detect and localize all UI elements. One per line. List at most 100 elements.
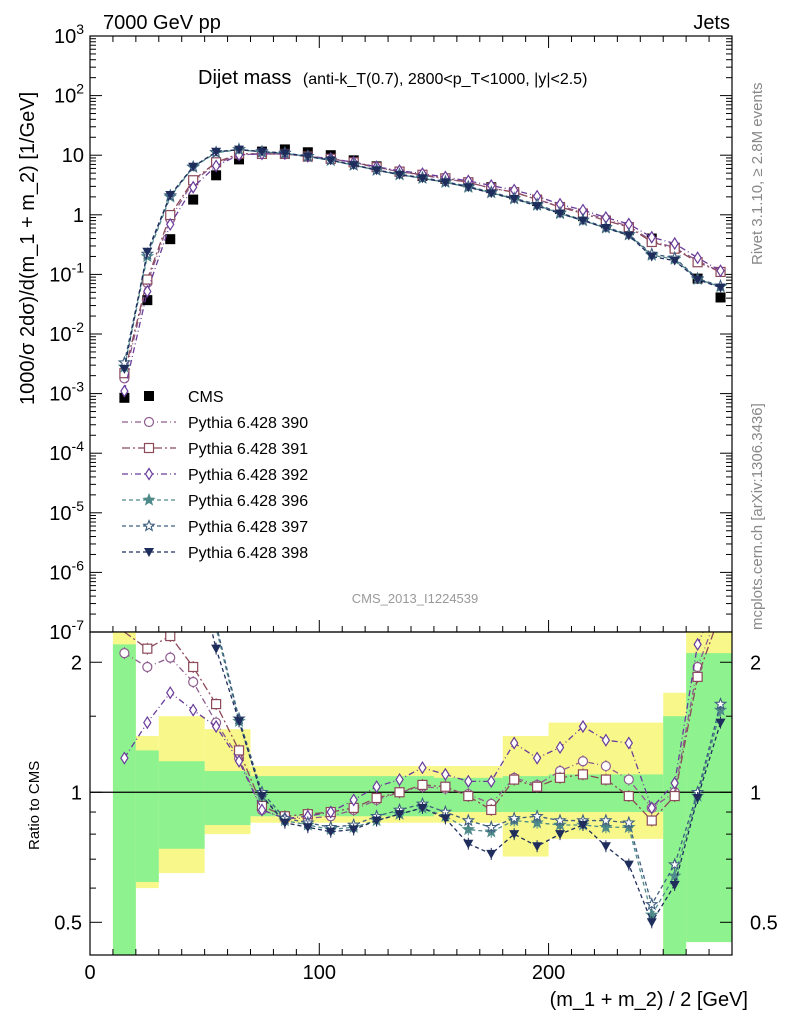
data-point xyxy=(440,178,451,188)
ratio-point xyxy=(142,661,153,673)
ratio-plot-panel: 0.5 0.5 1 1 2 2 0 100 200 xyxy=(54,631,778,984)
ratio-point xyxy=(667,857,682,871)
x-tick-label: 200 xyxy=(532,962,565,984)
ratio-point xyxy=(578,719,588,734)
ratio-point xyxy=(646,815,657,826)
ratio-point xyxy=(600,842,611,852)
data-point xyxy=(555,209,566,219)
ratio-point xyxy=(669,880,680,890)
y-tick-label: 10-5 xyxy=(49,498,84,525)
data-point xyxy=(166,217,175,232)
data-point xyxy=(211,147,222,157)
data-point xyxy=(647,230,656,244)
data-point xyxy=(119,392,130,403)
data-point xyxy=(715,283,726,293)
ratio-y-tick-label: 1 xyxy=(71,782,82,804)
data-point xyxy=(371,166,382,176)
y-tick-label: 103 xyxy=(54,21,84,48)
ratio-series-line xyxy=(124,632,715,822)
data-point xyxy=(165,234,176,245)
uncertainty-band-inner xyxy=(663,716,687,955)
data-point xyxy=(670,236,679,251)
ratio-point xyxy=(256,792,267,802)
ratio-point xyxy=(577,756,589,767)
data-point xyxy=(234,145,245,155)
legend-marker xyxy=(144,467,154,481)
ratio-point xyxy=(486,804,497,816)
legend-marker xyxy=(143,442,155,454)
data-point xyxy=(463,183,474,193)
data-point xyxy=(211,159,221,173)
series-line xyxy=(123,148,721,363)
uncertainty-band-inner xyxy=(158,761,205,849)
ratio-content xyxy=(90,632,732,955)
data-point xyxy=(279,149,290,159)
ratio-point xyxy=(166,686,175,700)
legend: CMS Pythia 6.428 390 Pythia 6.428 391 Pythi… xyxy=(122,389,308,562)
ratio-point xyxy=(233,745,245,756)
ratio-point xyxy=(670,776,679,790)
ratio-point xyxy=(715,718,726,728)
series-line xyxy=(123,153,721,374)
ratio-point xyxy=(484,820,499,834)
ratio-point xyxy=(599,813,613,827)
y-tick-label: 1 xyxy=(73,205,84,227)
ratio-point xyxy=(555,740,565,755)
legend-marker xyxy=(144,548,154,557)
ratio-point xyxy=(644,897,659,911)
uncertainty-band-inner xyxy=(112,644,136,955)
data-point xyxy=(120,384,129,398)
ratio-y-tick-label: 2 xyxy=(71,652,82,674)
ratio-point xyxy=(165,632,176,642)
legend-label: Pythia 6.428 390 xyxy=(188,415,308,432)
data-point xyxy=(532,202,543,212)
uncertainty-band-inner xyxy=(135,750,159,882)
ratio-point xyxy=(371,792,382,804)
data-point xyxy=(486,189,497,199)
ratio-point xyxy=(165,652,176,663)
x-tick-label: 100 xyxy=(303,962,336,984)
ratio-point xyxy=(302,823,313,833)
uncertainty-band-inner xyxy=(686,653,732,943)
data-point xyxy=(693,251,702,265)
y-tick-label: 10 xyxy=(62,145,84,167)
ratio-y-tick-label-right: 0.5 xyxy=(750,912,778,934)
legend-label: Pythia 6.428 392 xyxy=(188,467,308,484)
main-y-axis-label: 1000/σ 2dσ)/d(m_1 + m_2) [1/GeV] xyxy=(17,92,39,405)
data-point xyxy=(394,170,405,180)
ratio-point xyxy=(348,825,359,835)
legend-marker xyxy=(144,391,154,401)
data-point xyxy=(211,170,222,181)
data-point xyxy=(509,194,520,204)
plot-title-detail: (anti-k_T(0.7), 2800<p_T<1000, |y|<2.5) xyxy=(303,71,587,88)
ratio-point xyxy=(623,790,634,802)
y-tick-label: 10-1 xyxy=(49,259,84,286)
ratio-point xyxy=(532,781,543,792)
ratio-y-tick-label-right: 2 xyxy=(750,652,761,674)
ratio-point xyxy=(600,760,611,772)
y-tick-exponent: -4 xyxy=(72,438,85,454)
data-point xyxy=(669,256,680,266)
ratio-point xyxy=(461,813,476,827)
ratio-point xyxy=(669,790,680,802)
ratio-point xyxy=(692,793,703,803)
ratio-point xyxy=(234,754,244,768)
ratio-point xyxy=(143,715,152,730)
data-point xyxy=(188,194,199,205)
ratio-point xyxy=(394,810,405,820)
data-point xyxy=(417,174,428,184)
series-line xyxy=(123,153,721,392)
ratio-series-line xyxy=(216,632,722,917)
data-point xyxy=(600,224,611,234)
data-point xyxy=(302,152,313,162)
data-point xyxy=(142,295,153,306)
data-point xyxy=(348,161,359,171)
header-energy: 7000 GeV pp xyxy=(103,12,221,34)
y-tick-exponent: -7 xyxy=(72,617,85,633)
ratio-point xyxy=(532,842,543,852)
x-axis-label: (m_1 + m_2) / 2 [GeV] xyxy=(550,989,748,1011)
data-point xyxy=(715,292,726,303)
ratio-point xyxy=(441,767,450,782)
legend-label: Pythia 6.428 396 xyxy=(188,493,308,510)
ratio-point xyxy=(119,647,130,659)
